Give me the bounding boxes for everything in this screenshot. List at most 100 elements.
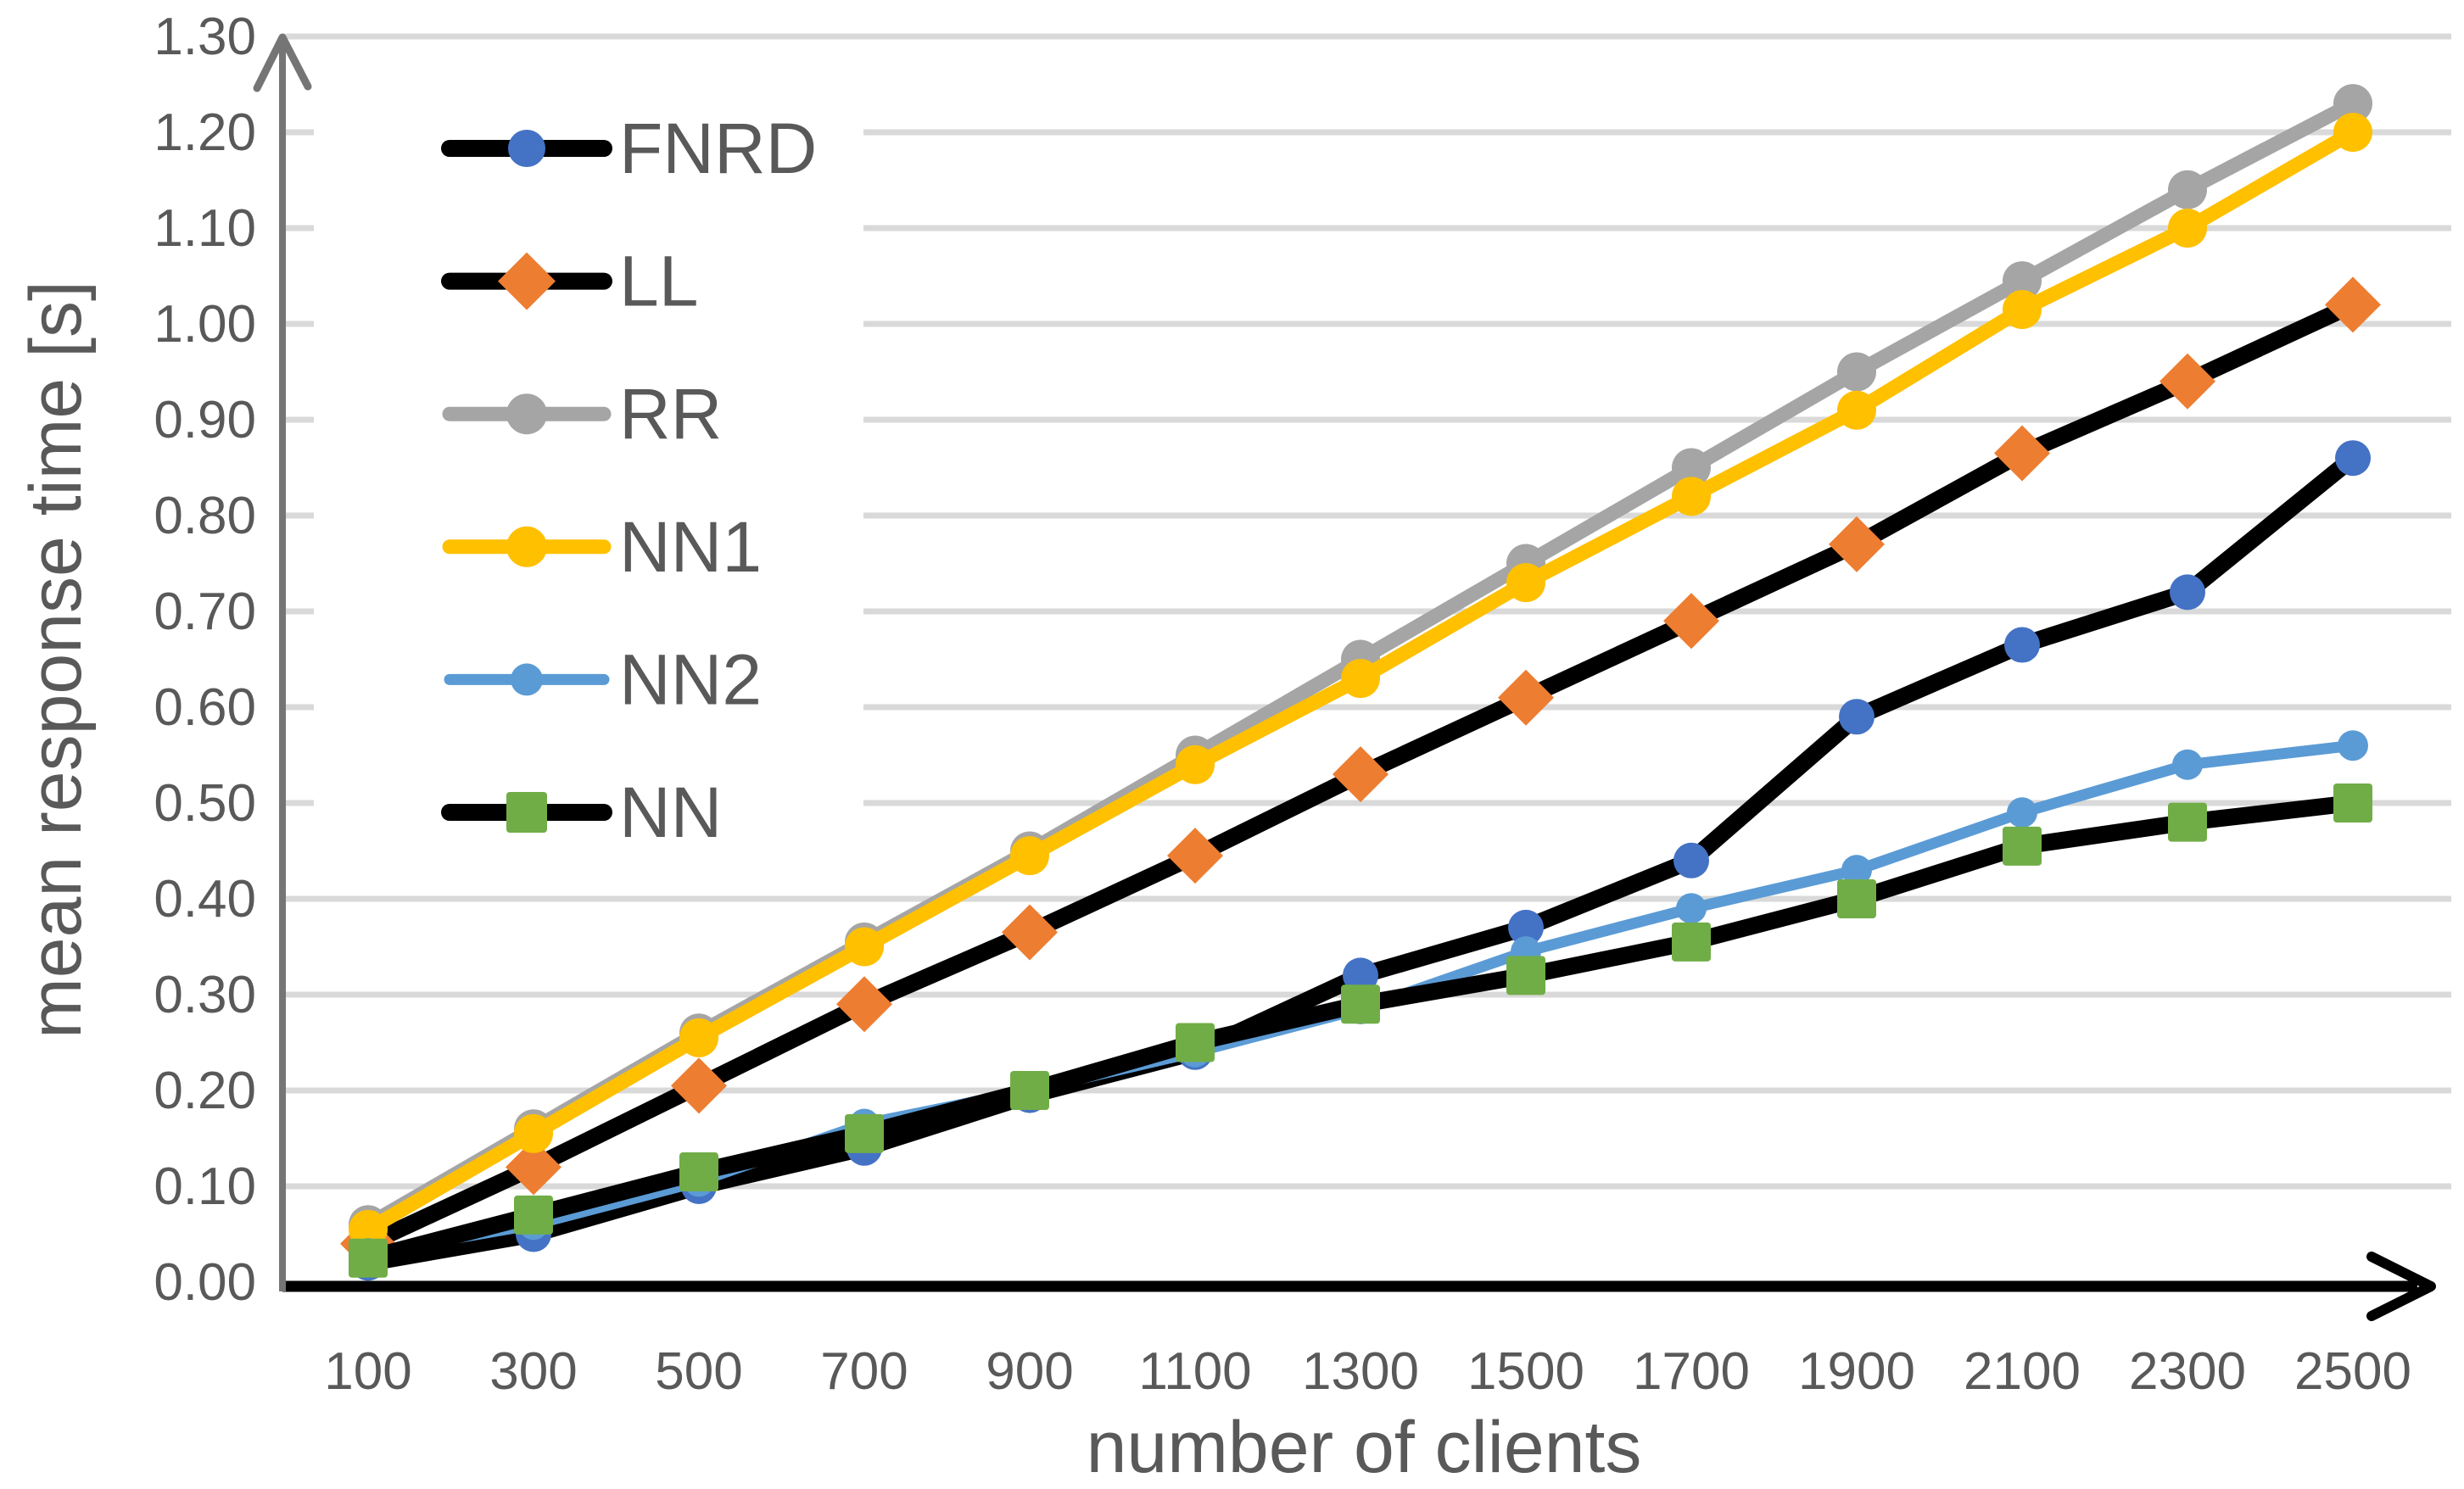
y-tick-label: 0.30 — [154, 966, 256, 1024]
series-marker-LL — [2159, 353, 2215, 410]
legend-label: LL — [619, 242, 698, 321]
series-marker-NN — [514, 1195, 553, 1235]
legend-marker-icon-NN — [506, 792, 547, 833]
legend-item-NN2: NN2 — [444, 639, 762, 719]
series-marker-FNRD — [1839, 699, 1875, 735]
series-marker-RR — [2333, 84, 2372, 124]
series-marker-NN1 — [1837, 390, 1876, 430]
series-marker-NN1 — [845, 927, 884, 967]
series-marker-NN — [2333, 784, 2372, 823]
y-tick-label: 0.70 — [154, 583, 256, 641]
series-marker-RR — [1837, 352, 1876, 392]
series-marker-LL — [506, 1139, 562, 1196]
x-tick-label: 1500 — [1467, 1342, 1584, 1401]
legend-marker-icon-LL — [498, 252, 556, 310]
series-marker-NN1 — [1176, 744, 1215, 784]
y-tick-label: 1.00 — [154, 295, 256, 354]
x-tick-label: 700 — [820, 1342, 908, 1401]
series-marker-LL — [1829, 516, 1885, 572]
series-marker-LL — [1333, 746, 1388, 803]
series-marker-NN — [1506, 956, 1545, 995]
series-marker-NN1 — [2333, 113, 2372, 152]
legend-item-NN1: NN1 — [442, 507, 762, 587]
series-marker-NN2 — [1841, 855, 1872, 886]
series-marker-NN1 — [514, 1113, 553, 1153]
legend-marker-icon-NN2 — [511, 663, 543, 696]
series-marker-NN — [1672, 922, 1711, 962]
series-marker-FNRD — [1343, 957, 1378, 994]
legend-item-LL: LL — [441, 242, 698, 321]
x-tick-label: 2300 — [2129, 1342, 2246, 1401]
series-marker-FNRD — [2335, 440, 2371, 477]
legend-marker-icon-RR — [506, 393, 547, 435]
series-marker-NN — [679, 1152, 718, 1192]
series-marker-NN2 — [1676, 893, 1707, 924]
legend-label: NN1 — [619, 507, 762, 587]
x-tick-label: 300 — [489, 1342, 577, 1401]
legend-label: NN2 — [619, 639, 762, 719]
series-marker-NN — [1010, 1071, 1049, 1110]
series-marker-NN — [845, 1113, 884, 1153]
series-marker-NN1 — [679, 1018, 718, 1057]
series-marker-NN — [1341, 984, 1380, 1024]
series-marker-NN2 — [2007, 797, 2037, 828]
series-marker-LL — [836, 976, 892, 1033]
legend-marker-icon-FNRD — [508, 130, 545, 167]
series-marker-NN1 — [1672, 477, 1711, 516]
series-marker-NN — [349, 1238, 388, 1278]
series-marker-LL — [1002, 904, 1058, 961]
y-tick-label: 1.30 — [154, 8, 256, 66]
y-tick-label: 0.00 — [154, 1253, 256, 1312]
y-tick-label: 0.20 — [154, 1062, 256, 1120]
series-marker-NN1 — [1506, 563, 1545, 603]
legend-item-RR: RR — [442, 374, 722, 454]
x-axis-arrow-icon — [2366, 1252, 2436, 1321]
y-tick-label: 1.10 — [154, 199, 256, 258]
series-marker-NN2 — [2172, 749, 2203, 780]
series-marker-FNRD — [2004, 627, 2040, 663]
series-marker-LL — [1498, 669, 1554, 726]
legend-label: NN — [619, 772, 722, 852]
x-tick-label: 1900 — [1798, 1342, 1915, 1401]
x-tick-label: 1100 — [1138, 1342, 1251, 1401]
series-marker-RR — [1672, 448, 1711, 488]
series-marker-FNRD — [2170, 574, 2205, 611]
series-marker-RR — [2003, 261, 2042, 301]
series-marker-FNRD — [1508, 909, 1544, 945]
series-marker-LL — [2325, 276, 2381, 333]
x-tick-label: 900 — [986, 1342, 1073, 1401]
series-marker-FNRD — [1673, 842, 1709, 878]
y-tick-label: 0.80 — [154, 487, 256, 545]
legend-item-NN: NN — [441, 772, 722, 852]
y-tick-label: 0.40 — [154, 870, 256, 929]
x-tick-label: 500 — [655, 1342, 742, 1401]
x-tick-label: 2500 — [2294, 1342, 2411, 1401]
x-tick-label: 1700 — [1633, 1342, 1750, 1401]
x-axis-title: number of clients — [1087, 1407, 1642, 1488]
series-NN1 — [349, 113, 2372, 1249]
y-tick-label: 0.50 — [154, 774, 256, 833]
series-marker-NN1 — [1010, 836, 1049, 876]
legend-label: FNRD — [619, 109, 817, 188]
y-tick-label: 0.90 — [154, 391, 256, 449]
series-marker-NN — [2003, 826, 2042, 866]
x-tick-label: 2100 — [1964, 1342, 2081, 1401]
series-marker-LL — [1994, 425, 2050, 482]
series-marker-NN1 — [2168, 209, 2207, 248]
legend-box — [314, 81, 863, 878]
y-tick-label: 1.20 — [154, 103, 256, 162]
y-axis-arrow-icon — [253, 33, 312, 92]
legend-label: RR — [619, 374, 722, 454]
series-marker-NN2 — [2338, 730, 2368, 761]
series-marker-NN — [1176, 1023, 1215, 1062]
y-tick-label: 0.60 — [154, 678, 256, 737]
x-tick-label: 100 — [324, 1342, 411, 1401]
series-marker-NN — [1837, 879, 1876, 918]
series-marker-LL — [671, 1057, 727, 1114]
series-marker-LL — [1167, 828, 1223, 884]
legend-marker-icon-NN1 — [506, 526, 547, 567]
series-marker-RR — [2168, 170, 2207, 209]
x-tick-label: 1300 — [1302, 1342, 1419, 1401]
